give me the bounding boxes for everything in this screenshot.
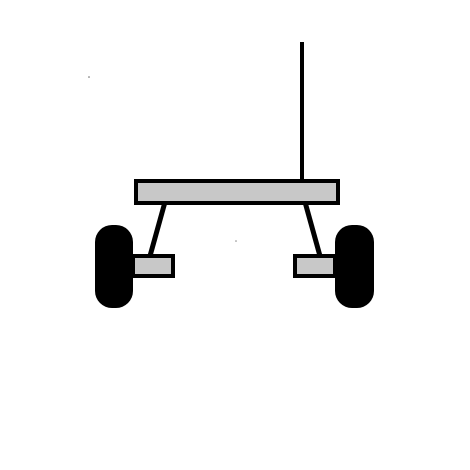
axle-beam bbox=[134, 179, 340, 205]
left-strut bbox=[147, 201, 168, 257]
right-wheel bbox=[335, 225, 374, 308]
right-strut bbox=[302, 201, 323, 257]
left-wheel bbox=[95, 225, 133, 308]
left-hub-block bbox=[131, 254, 175, 278]
speck-mark bbox=[235, 240, 237, 242]
speck-mark bbox=[88, 76, 90, 78]
right-hub-block bbox=[293, 254, 337, 278]
